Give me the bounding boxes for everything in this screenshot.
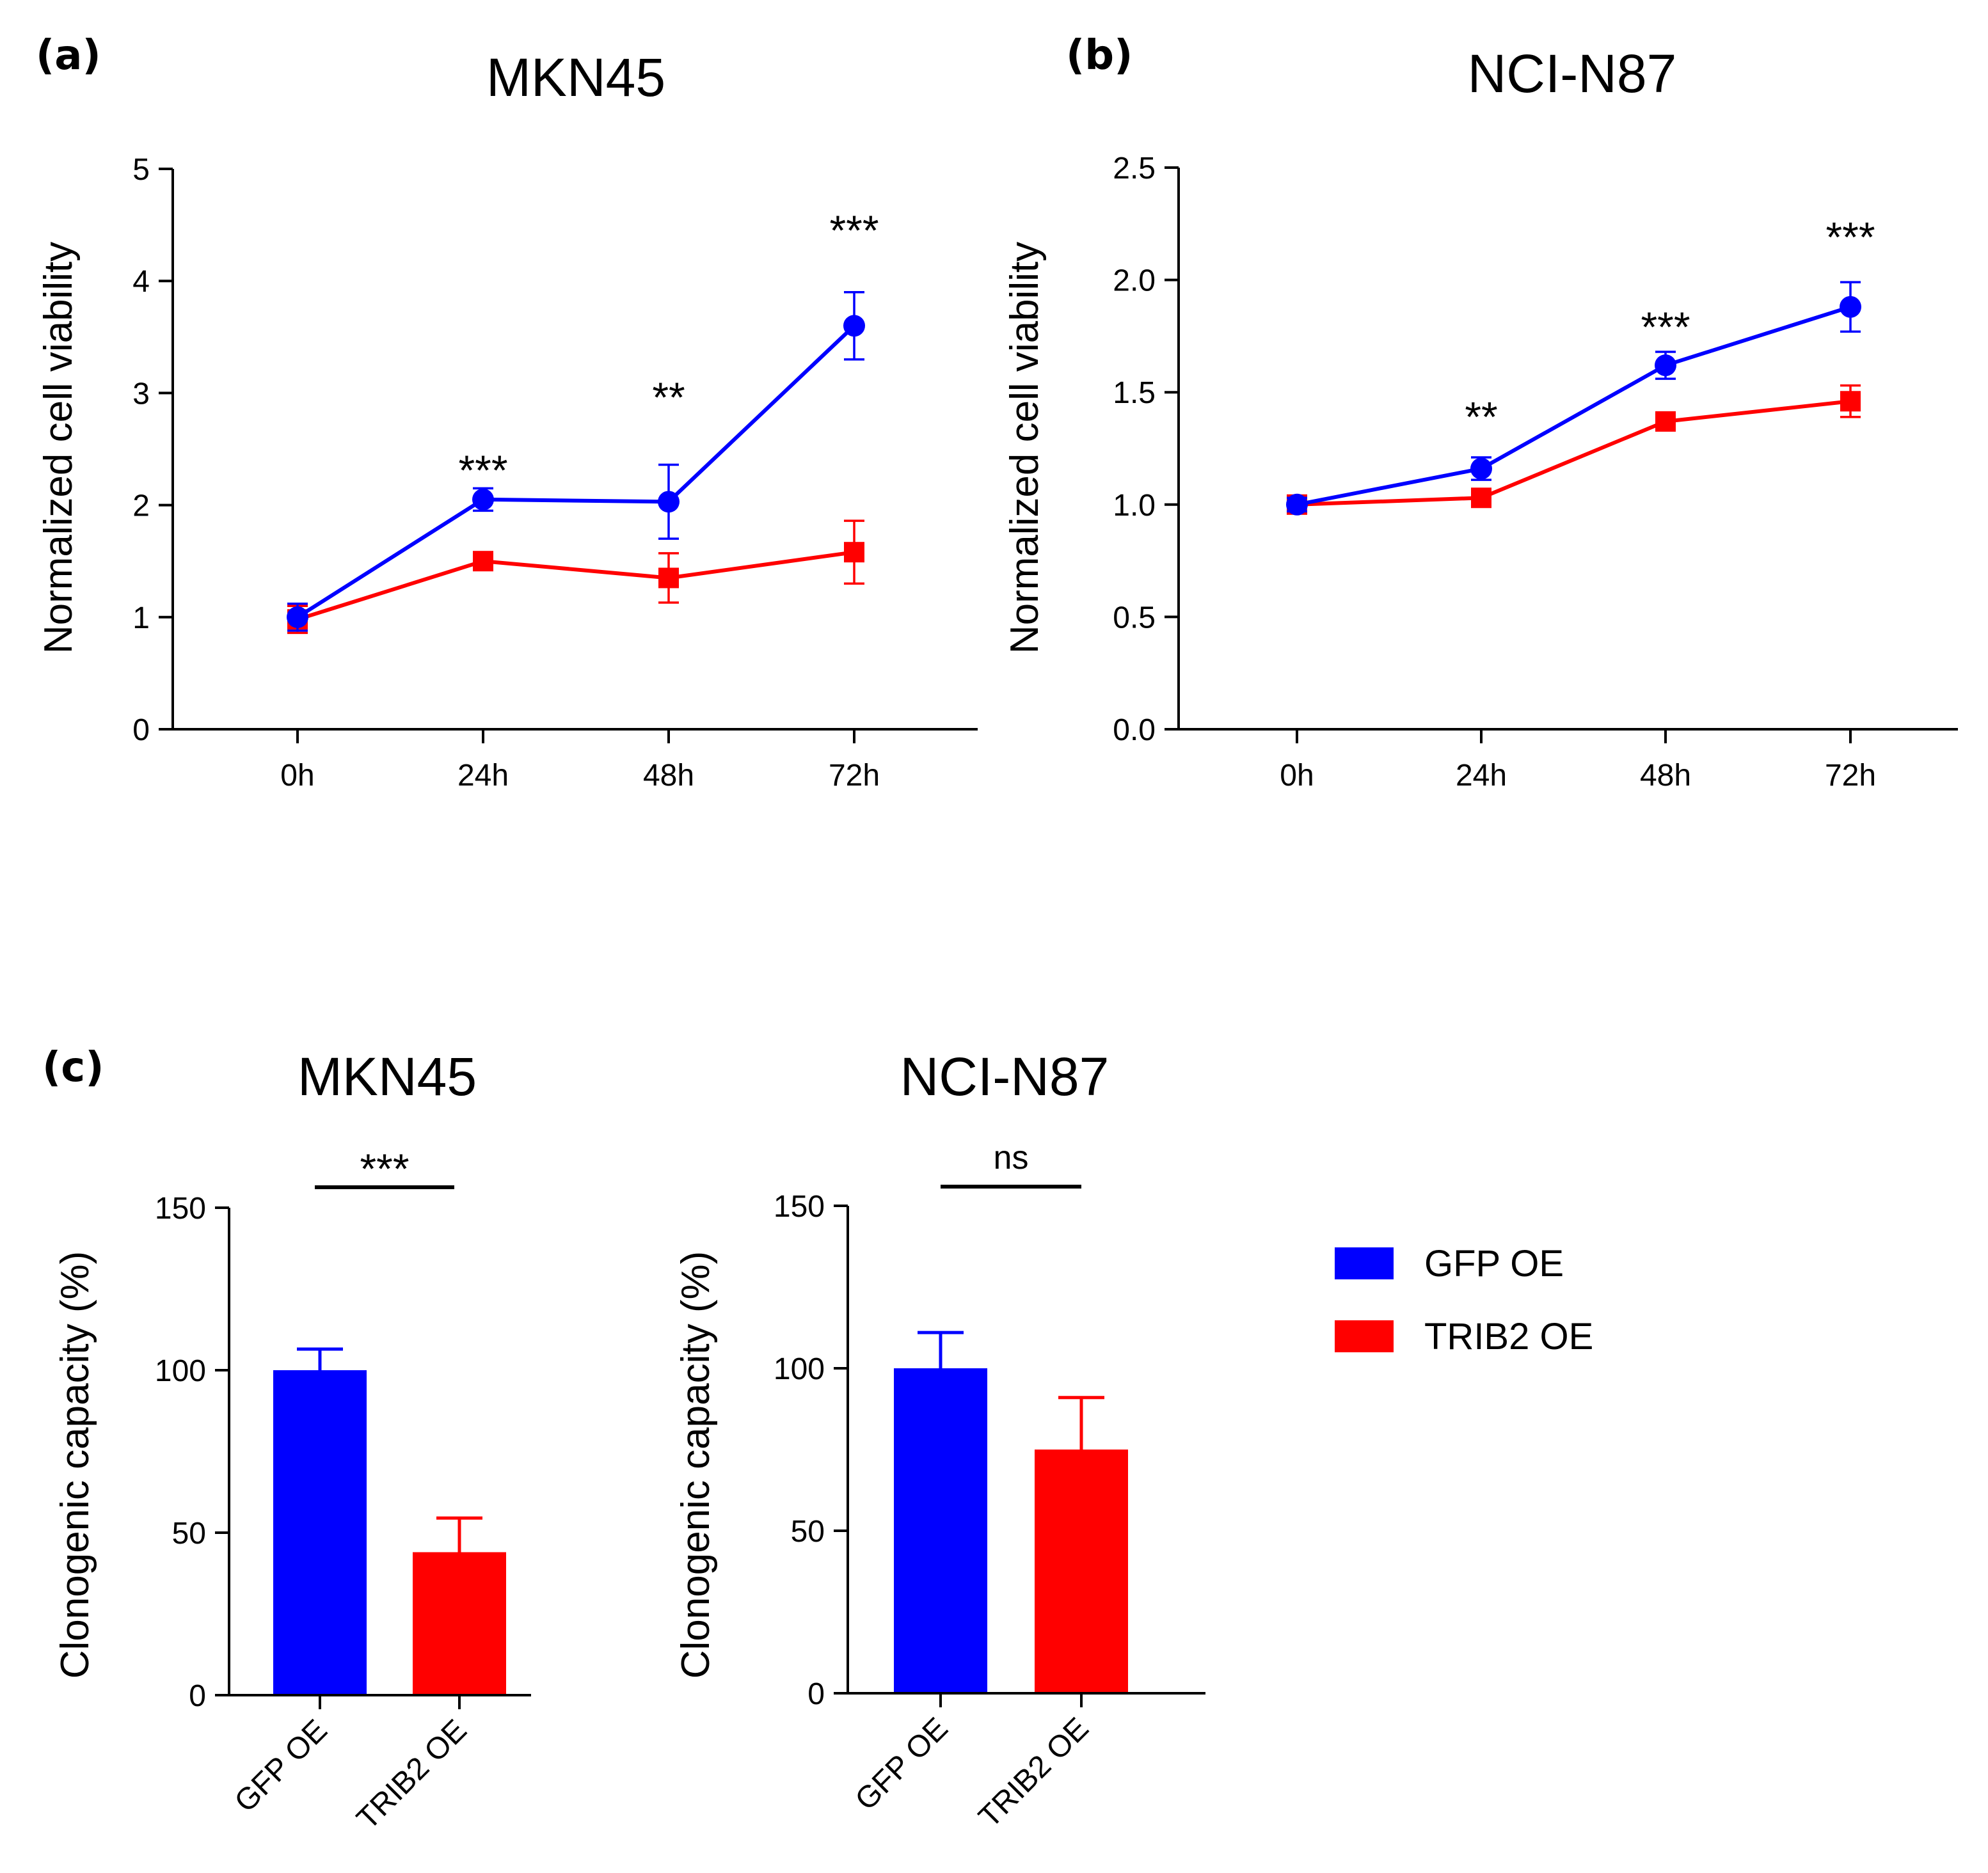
panel-label-a: (a) (36, 32, 101, 79)
chart-b-xtick-label-72h: 72h (1825, 759, 1876, 793)
chart-b-point-trib2-oe-48h (1655, 411, 1676, 432)
legend-swatch-gfp-oe (1335, 1247, 1394, 1279)
chart-c1-title: MKN45 (298, 1047, 477, 1107)
chart-b-xtick-label-0h: 0h (1280, 759, 1314, 793)
chart-b-xtick-label-24h: 24h (1456, 759, 1507, 793)
panel-label-b: (b) (1066, 32, 1133, 79)
chart-c1-bar-gfp-oe (273, 1370, 367, 1695)
chart-b-significance-72h: *** (1825, 213, 1875, 260)
chart-b-ytick-label-1: 0.5 (1113, 601, 1156, 635)
chart-c2-ylabel: Clonogenic capacity (%) (674, 1251, 718, 1679)
chart-b-ytick-label-2: 1.0 (1113, 489, 1156, 523)
chart-c-clonogenic-nci-n87: NCI-N87 Clonogenic capacity (%) 0 50 100 15… (674, 1047, 1205, 1834)
chart-c-clonogenic-mkn45: (c) MKN45 Clonogenic capacity (%) 0 50 100… (42, 1044, 531, 1836)
legend-swatch-trib2-oe (1335, 1320, 1394, 1352)
chart-c1-ytick-label-3: 150 (155, 1192, 206, 1226)
chart-b-point-gfp-oe-0h (1286, 493, 1308, 516)
chart-b-ytick-label-3: 1.5 (1113, 376, 1156, 410)
chart-c2-bar-gfp-oe (894, 1368, 987, 1693)
chart-b-xtick-label-48h: 48h (1640, 759, 1691, 793)
chart-b-ytick-label-4: 2.0 (1113, 264, 1156, 298)
chart-a-ytick-label-0: 0 (132, 713, 150, 747)
chart-c2-ytick-label-0: 0 (807, 1677, 825, 1711)
chart-a-point-gfp-oe-24h (472, 488, 494, 510)
chart-a-point-gfp-oe-48h (658, 491, 680, 513)
chart-a-viability-mkn45: (a) MKN45 Normalized cell viability 0 1 2 3… (36, 32, 978, 793)
panel-label-c: (c) (42, 1044, 104, 1091)
chart-c1-significance-label: *** (360, 1145, 409, 1192)
chart-a-ytick-label-4: 4 (132, 265, 150, 299)
chart-c2-significance-label: ns (994, 1139, 1029, 1176)
chart-b-viability-nci-n87: (b) NCI-N87 Normalized cell viability 0.… (1003, 32, 1958, 793)
chart-a-xtick-label-24h: 24h (457, 759, 509, 793)
chart-b-line-gfp-oe (1296, 304, 1851, 507)
chart-c1-xtick-label-gfp-oe: GFP OE (228, 1713, 334, 1819)
chart-c2-bar-trib2-oe (1035, 1450, 1128, 1693)
chart-a-significance-48h: ** (652, 374, 685, 421)
chart-b-title: NCI-N87 (1468, 43, 1677, 104)
legend: GFP OE TRIB2 OE (1335, 1243, 1593, 1357)
chart-b-significance-24h: ** (1465, 393, 1497, 440)
chart-a-xtick-label-0h: 0h (280, 759, 314, 793)
chart-a-xtick-label-72h: 72h (829, 759, 880, 793)
chart-a-ylabel: Normalized cell viability (36, 242, 81, 654)
chart-b-significance-48h: *** (1641, 303, 1690, 351)
chart-a-ytick-label-3: 3 (132, 377, 150, 411)
chart-b-line-trib2-oe (1296, 399, 1851, 507)
chart-a-xtick-label-48h: 48h (643, 759, 694, 793)
chart-c1-errorbar-trib2-oe (436, 1516, 482, 1553)
chart-c1-ylabel: Clonogenic capacity (%) (53, 1251, 97, 1679)
chart-a-line-gfp-oe (296, 324, 856, 619)
chart-a-point-trib2-oe-48h (658, 567, 679, 589)
chart-a-ytick-label-5: 5 (132, 153, 150, 187)
chart-b-point-trib2-oe-24h (1471, 487, 1491, 509)
chart-b-point-gfp-oe-72h (1840, 296, 1861, 318)
chart-a-point-trib2-oe-72h (844, 542, 864, 563)
chart-c1-bar-trib2-oe (413, 1552, 506, 1695)
chart-a-point-trib2-oe-24h (473, 551, 493, 572)
chart-c1-xtick-label-trib2-oe: TRIB2 OE (351, 1713, 473, 1836)
chart-c2-errorbar-trib2-oe (1058, 1396, 1104, 1450)
chart-a-ytick-label-2: 2 (132, 489, 150, 523)
chart-b-ytick-label-5: 2.5 (1113, 152, 1156, 186)
chart-b-ylabel: Normalized cell viability (1003, 242, 1047, 654)
chart-c2-ytick-label-1: 50 (791, 1515, 825, 1549)
chart-a-line-trib2-oe (297, 550, 855, 622)
chart-a-significance-72h: *** (829, 207, 879, 254)
chart-c1-ytick-label-2: 100 (155, 1354, 206, 1388)
chart-b-ytick-label-0: 0.0 (1113, 713, 1156, 747)
chart-c2-xtick-label-gfp-oe: GFP OE (849, 1711, 955, 1817)
chart-a-significance-24h: *** (458, 447, 507, 494)
chart-c2-ytick-label-3: 150 (774, 1190, 825, 1224)
chart-a-title: MKN45 (486, 47, 665, 107)
chart-a-point-gfp-oe-72h (843, 315, 865, 337)
chart-b-point-trib2-oe-72h (1840, 391, 1861, 412)
chart-c1-ytick-label-0: 0 (189, 1679, 206, 1713)
chart-c2-errorbar-gfp-oe (918, 1331, 964, 1368)
chart-c2-ytick-label-2: 100 (774, 1352, 825, 1386)
chart-b-point-gfp-oe-48h (1655, 354, 1676, 377)
chart-c1-errorbar-gfp-oe (297, 1347, 343, 1370)
legend-label-gfp-oe: GFP OE (1424, 1243, 1564, 1284)
chart-a-ytick-label-1: 1 (132, 601, 150, 635)
legend-label-trib2-oe: TRIB2 OE (1424, 1316, 1593, 1357)
chart-a-point-gfp-oe-0h (287, 606, 308, 628)
chart-b-point-gfp-oe-24h (1470, 457, 1492, 480)
chart-c1-ytick-label-1: 50 (172, 1517, 206, 1551)
chart-c2-xtick-label-trib2-oe: TRIB2 OE (973, 1711, 1095, 1834)
chart-c2-title: NCI-N87 (900, 1047, 1109, 1107)
